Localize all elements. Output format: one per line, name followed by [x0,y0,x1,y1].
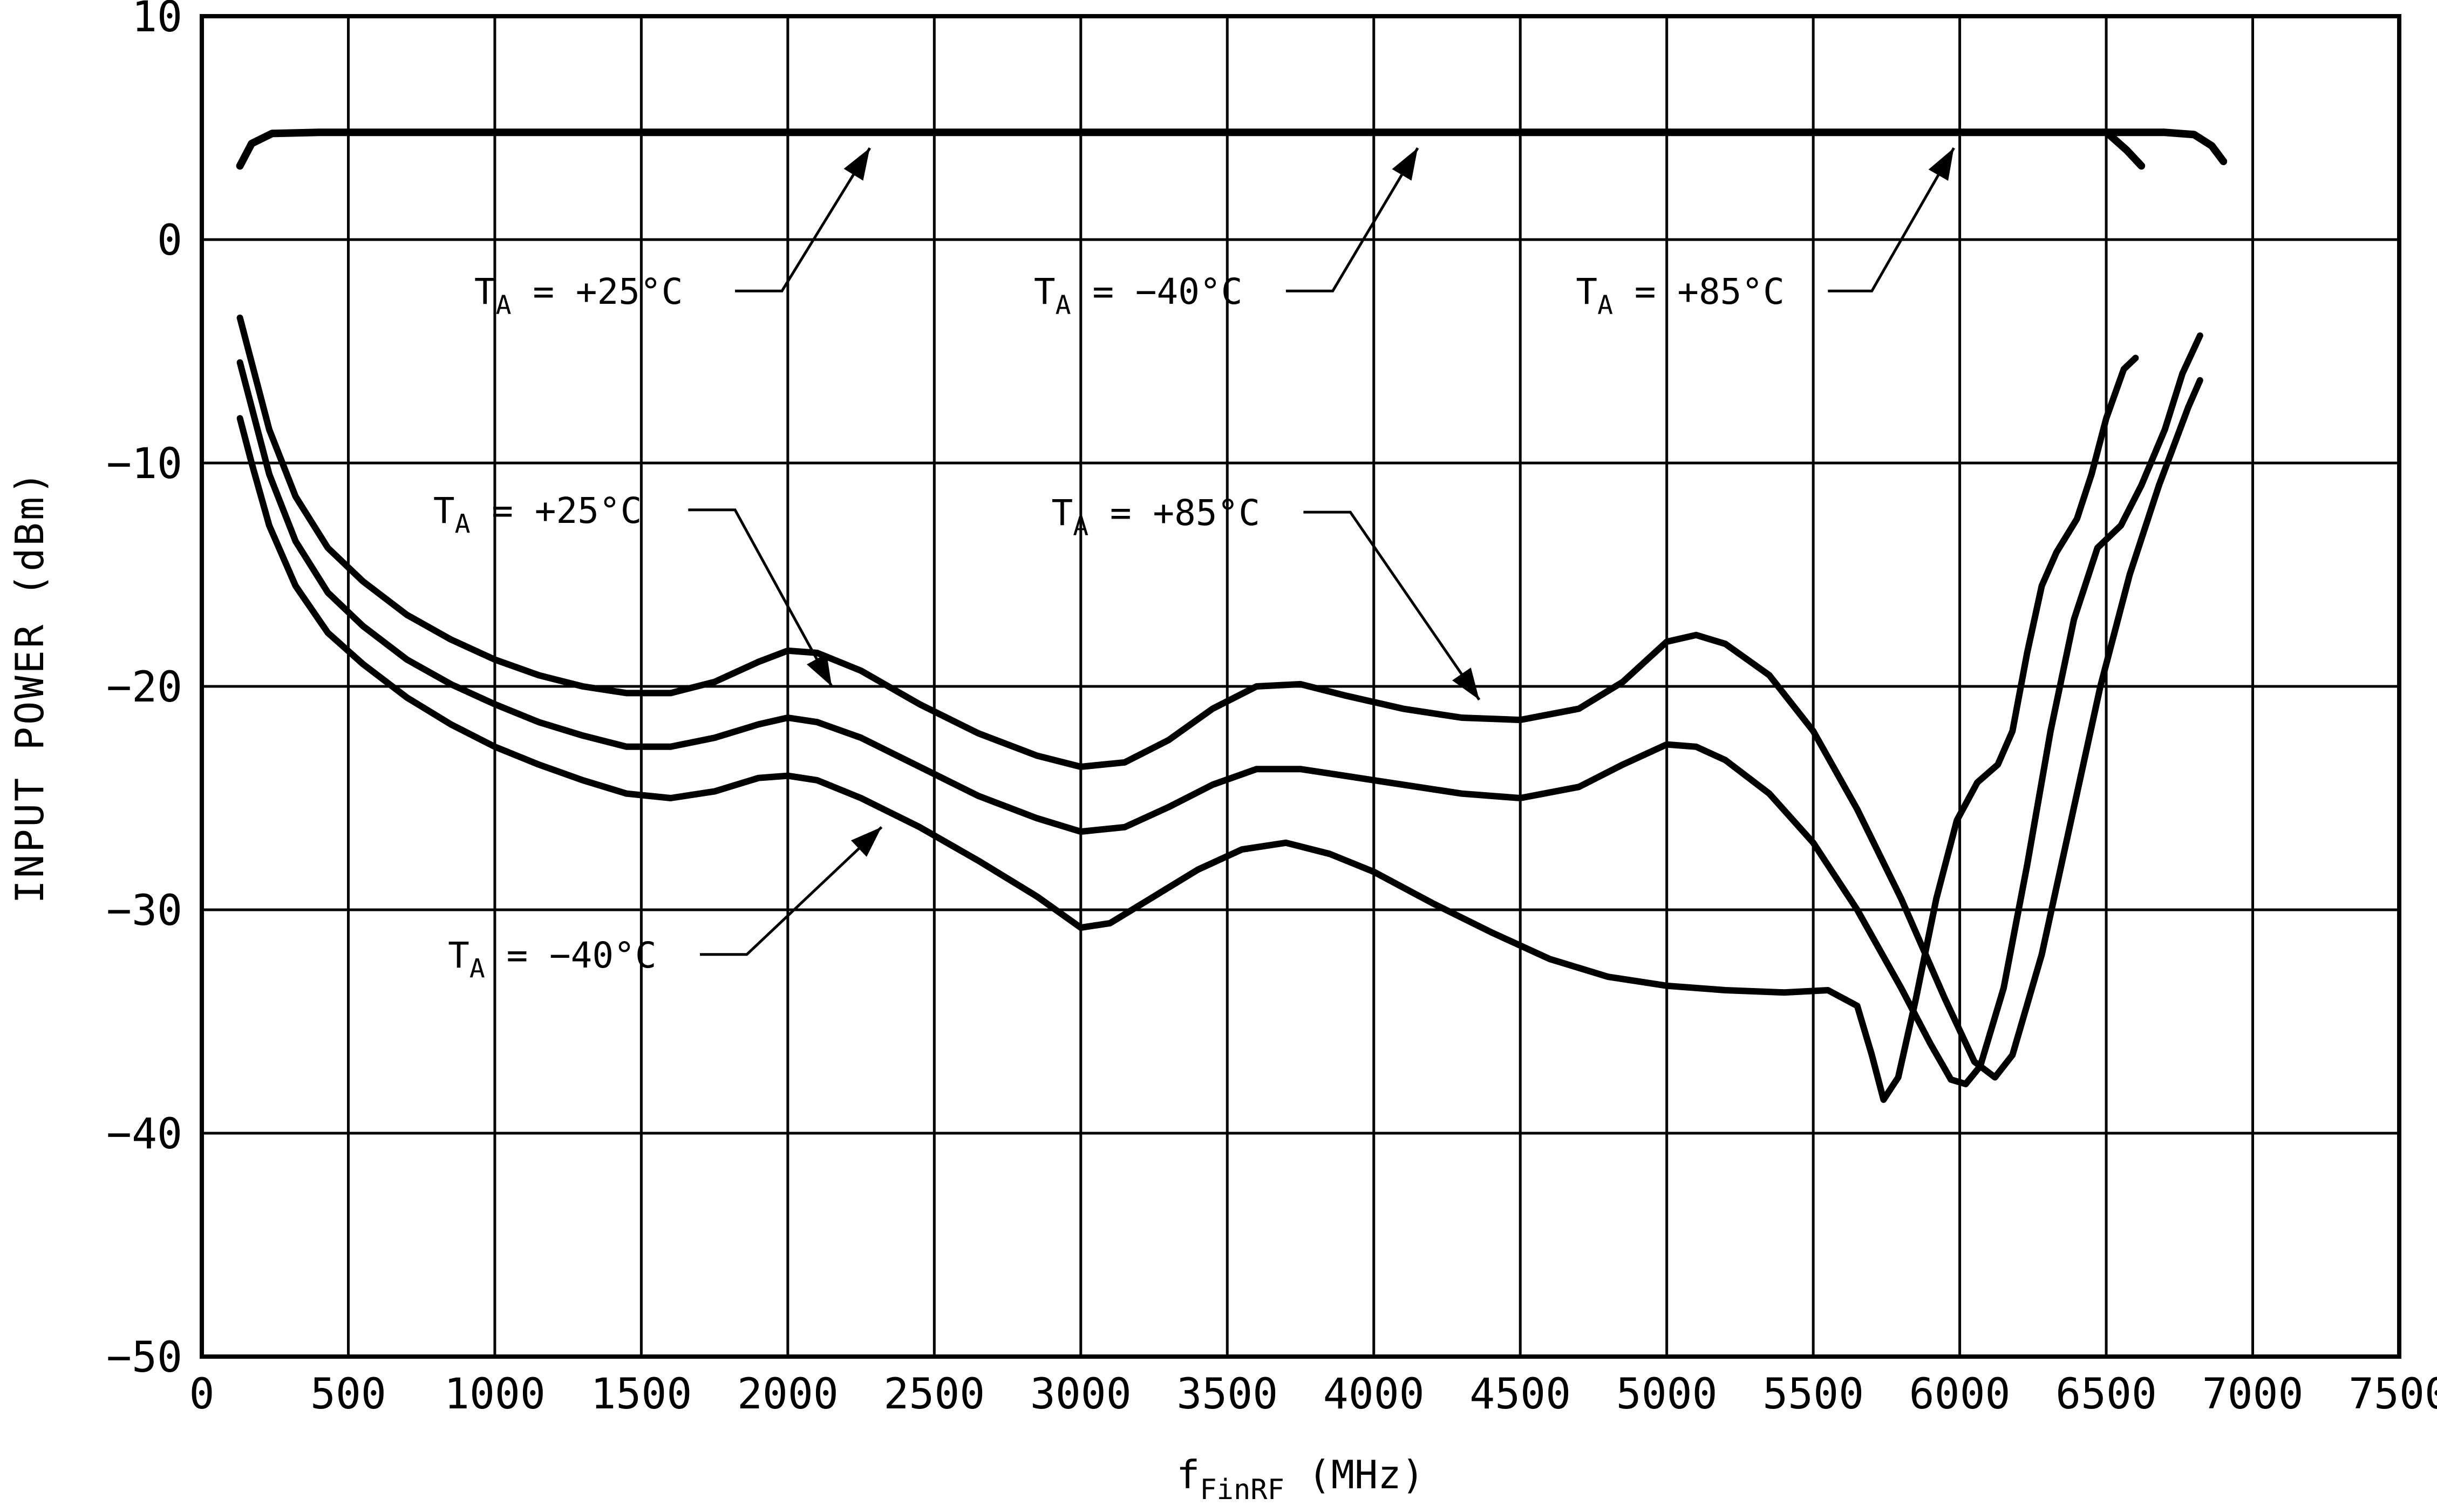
annotation-min-curve-plus25C: TA = +25°C [433,490,642,539]
arrowhead-icon-max-line-plus85C [1928,148,1954,181]
y-axis-title: INPUT POWER (dBm) [7,469,52,904]
x-tick-label: 3500 [1176,1370,1278,1419]
subscript-text: FinRF [1200,1474,1284,1506]
x-tick-label: 1000 [444,1370,546,1419]
x-tick-label: 2000 [737,1370,839,1419]
annotation-max-line-plus85C: TA = +85°C [1576,271,1785,320]
text-run: T [1576,271,1597,312]
annotation-min-curve-minus40C: TA = −40°C [448,935,657,984]
annotation-min-curve-plus85C: TA = +85°C [1052,492,1261,541]
text-run: T [474,271,496,312]
text-run: = +85°C [1088,492,1260,534]
series-min-input-power-minus40C [236,355,2139,1103]
text-run: T [1034,271,1056,312]
text-run: = +85°C [1613,271,1785,312]
leader-line-min-curve-plus25C [688,508,833,687]
text-run: = +25°C [471,490,642,532]
series-min-input-power-plus85C [236,314,2203,1081]
x-tick-label: 5500 [1762,1370,1864,1419]
text-run: T [448,935,469,976]
x-tick-label: 6500 [2055,1370,2157,1419]
text-run: = −40°C [485,935,657,976]
annotation-max-line-plus25C: TA = +25°C [474,271,683,320]
y-tick-label: 0 [157,216,182,265]
y-tick-label: −20 [106,663,182,712]
series-min-input-power-plus25C [236,332,2203,1087]
arrowhead-icon-max-line-plus25C [843,148,870,181]
arrowhead-icon-max-line-minus40C [1392,148,1418,181]
subscript-text: A [1597,290,1613,320]
series-max-input-power-all-temps [236,128,2228,170]
x-tick-label: 4000 [1323,1370,1425,1419]
x-tick-label: 2500 [883,1370,985,1419]
leader-line-max-line-minus40C [1285,147,1419,292]
plot-border [200,14,2401,1359]
x-axis-title: fFinRF (MHz) [1176,1452,1425,1506]
x-tick-label: 0 [189,1370,215,1419]
annotation-max-line-minus40C: TA = −40°C [1034,271,1243,320]
subscript-text: A [1073,511,1088,541]
x-tick-label: 7500 [2348,1370,2437,1419]
text-run: = −40°C [1071,271,1243,312]
x-tick-label: 3000 [1030,1370,1132,1419]
series-max-input-power-end-tick [2105,131,2146,170]
text-run: (MHz) [1284,1452,1425,1497]
x-tick-label: 6000 [1909,1370,2011,1419]
subscript-text: A [496,290,512,320]
subscript-text: A [1056,290,1071,320]
x-tick-label: 1500 [590,1370,692,1419]
arrowhead-icon-min-curve-plus25C [807,653,832,686]
subscript-text: A [455,509,471,539]
subscript-text: A [469,953,485,984]
x-tick-label: 5000 [1616,1370,1718,1419]
text-run: T [1052,492,1073,534]
leader-line-min-curve-minus40C [700,826,883,956]
y-tick-label: −30 [106,887,182,935]
text-run: = +25°C [512,271,683,312]
leader-line-min-curve-plus85C [1303,510,1481,701]
leader-line-max-line-plus25C [735,147,872,292]
y-tick-label: −50 [106,1333,182,1382]
leader-line-max-line-plus85C [1828,147,1955,292]
y-tick-label: −10 [106,440,182,488]
text-run: T [433,490,455,532]
y-tick-label: −40 [106,1110,182,1159]
x-tick-label: 7000 [2202,1370,2304,1419]
x-tick-label: 4500 [1469,1370,1571,1419]
arrowhead-icon-min-curve-minus40C [851,827,882,857]
text-run: f [1176,1452,1200,1497]
x-tick-label: 500 [310,1370,386,1419]
y-tick-label: 10 [132,0,182,42]
arrowhead-icon-min-curve-plus85C [1452,668,1480,700]
